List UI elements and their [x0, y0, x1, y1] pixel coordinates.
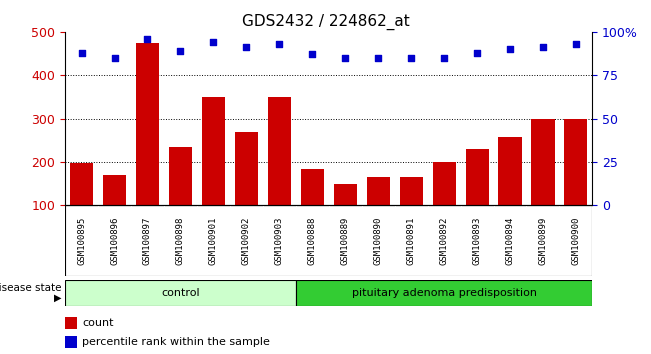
Bar [564, 119, 587, 205]
Bar [70, 163, 93, 205]
Text: GSM100899: GSM100899 [538, 217, 547, 265]
Text: GSM100903: GSM100903 [275, 217, 284, 265]
Point [175, 48, 186, 54]
Bar [103, 175, 126, 205]
Bar [432, 162, 456, 205]
Text: GDS2432 / 224862_at: GDS2432 / 224862_at [242, 14, 409, 30]
Point [406, 55, 417, 61]
Text: GSM100888: GSM100888 [308, 217, 317, 265]
Bar [136, 43, 159, 205]
Text: GSM100901: GSM100901 [209, 217, 218, 265]
Text: GSM100895: GSM100895 [77, 217, 86, 265]
Point [76, 50, 87, 56]
Point [241, 45, 251, 50]
Text: GSM100892: GSM100892 [439, 217, 449, 265]
Bar [531, 119, 555, 205]
Bar [268, 97, 291, 205]
Bar [334, 184, 357, 205]
Point [439, 55, 449, 61]
Text: disease state: disease state [0, 282, 62, 293]
Bar [296, 280, 592, 306]
Point [340, 55, 350, 61]
Bar [65, 280, 296, 306]
Text: GSM100897: GSM100897 [143, 217, 152, 265]
Bar [400, 177, 422, 205]
Text: GSM100894: GSM100894 [506, 217, 514, 265]
Point [571, 41, 581, 47]
Text: GSM100902: GSM100902 [242, 217, 251, 265]
Bar [65, 317, 77, 329]
Text: GSM100898: GSM100898 [176, 217, 185, 265]
Bar [202, 97, 225, 205]
Text: GSM100890: GSM100890 [374, 217, 383, 265]
Point [143, 36, 153, 42]
Bar [169, 147, 192, 205]
Text: pituitary adenoma predisposition: pituitary adenoma predisposition [352, 288, 536, 298]
Bar [235, 132, 258, 205]
Point [373, 55, 383, 61]
Bar [301, 169, 324, 205]
Text: count: count [82, 318, 113, 328]
Text: ▶: ▶ [54, 293, 62, 303]
Text: GSM100889: GSM100889 [340, 217, 350, 265]
Point [208, 39, 219, 45]
Bar [367, 177, 390, 205]
Point [505, 46, 515, 52]
Point [472, 50, 482, 56]
Text: GSM100893: GSM100893 [473, 217, 482, 265]
Text: GSM100896: GSM100896 [110, 217, 119, 265]
Text: GSM100891: GSM100891 [407, 217, 415, 265]
Bar [465, 149, 489, 205]
Point [274, 41, 284, 47]
Point [307, 52, 318, 57]
Text: control: control [161, 288, 200, 298]
Text: percentile rank within the sample: percentile rank within the sample [82, 337, 270, 347]
Text: GSM100900: GSM100900 [572, 217, 581, 265]
Point [109, 55, 120, 61]
Bar [499, 137, 521, 205]
Point [538, 45, 548, 50]
Bar [65, 336, 77, 348]
